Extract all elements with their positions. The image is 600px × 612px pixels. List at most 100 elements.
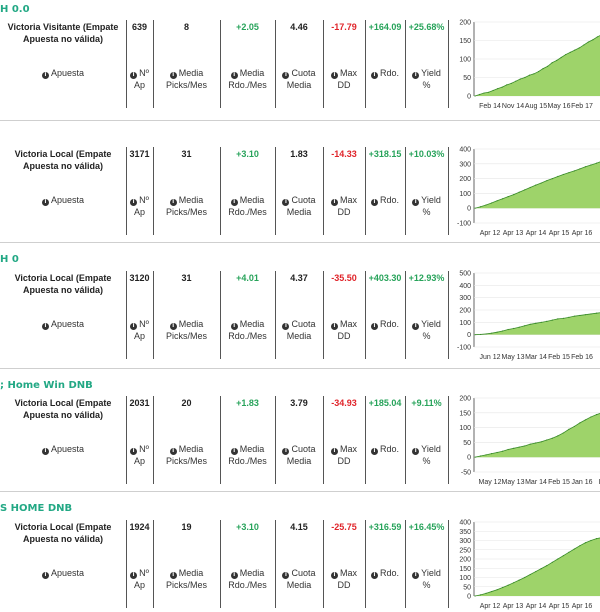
info-icon[interactable]: i (412, 323, 420, 330)
avg-result-label[interactable]: i Media Rdo./Mes (220, 444, 275, 467)
result-label[interactable]: i Rdo. (365, 195, 405, 207)
result-value: +316.59 (368, 522, 402, 532)
max-dd-label[interactable]: i Max DD (323, 319, 365, 342)
yield-label[interactable]: i Yield % (405, 68, 448, 91)
info-icon[interactable]: i (370, 572, 378, 579)
info-icon[interactable]: i (370, 323, 378, 330)
yield-label[interactable]: i Yield % (405, 568, 448, 591)
avg-odds-label[interactable]: i Cuota Media (275, 444, 323, 467)
info-icon[interactable]: i (41, 72, 49, 79)
info-icon[interactable]: i (282, 323, 290, 330)
divider (448, 396, 449, 484)
info-icon[interactable]: i (370, 199, 378, 206)
max-dd-label[interactable]: i Max DD (323, 568, 365, 591)
profit-chart[interactable]: 0 50 100 150 200 Feb 14 Nov 14 Aug 15 May 16 Feb … (452, 16, 600, 112)
section-title[interactable]: H 0.0 (0, 4, 30, 15)
info-icon[interactable]: i (412, 448, 420, 455)
result-label[interactable]: i Rdo. (365, 68, 405, 80)
avg-result-label[interactable]: i Media Rdo./Mes (220, 195, 275, 218)
chart-point (533, 73, 535, 75)
picks-month-label[interactable]: i Media Picks/Mes (153, 319, 220, 342)
info-icon[interactable]: i (41, 448, 49, 455)
num-bets-value: 639 (131, 22, 148, 32)
avg-odds-value: 4.46 (290, 22, 308, 32)
chart-point (579, 422, 581, 424)
info-icon[interactable]: i (370, 448, 378, 455)
info-icon[interactable]: i (169, 323, 177, 330)
y-tick-label: 100 (459, 191, 471, 198)
info-icon[interactable]: i (282, 448, 290, 455)
avg-result-label[interactable]: i Media Rdo./Mes (220, 319, 275, 342)
info-icon[interactable]: i (130, 448, 138, 455)
info-icon[interactable]: i (412, 199, 420, 206)
yield-label[interactable]: i Yield % (405, 195, 448, 218)
max-dd-label[interactable]: i Max DD (323, 68, 365, 91)
bet-label[interactable]: i Apuesta (4, 68, 122, 80)
info-icon[interactable]: i (230, 572, 238, 579)
max-dd-label[interactable]: i Max DD (323, 444, 365, 467)
section-title[interactable]: S HOME DNB (0, 503, 73, 514)
info-icon[interactable]: i (330, 448, 338, 455)
info-icon[interactable]: i (130, 323, 138, 330)
info-icon[interactable]: i (412, 572, 420, 579)
section-title[interactable]: H 0 (0, 254, 19, 265)
info-icon[interactable]: i (41, 572, 49, 579)
result-label[interactable]: i Rdo. (365, 319, 405, 331)
info-icon[interactable]: i (130, 72, 138, 79)
info-icon[interactable]: i (330, 199, 338, 206)
bet-type-line: Victoria Visitante (Empate (7, 22, 119, 32)
info-icon[interactable]: i (282, 72, 290, 79)
result-label[interactable]: i Rdo. (365, 568, 405, 580)
info-icon[interactable]: i (230, 72, 238, 79)
info-icon[interactable]: i (41, 199, 49, 206)
profit-chart[interactable]: -50 0 50 100 150 200 May 12 May 13 Mar 14 Feb 15 J… (452, 392, 600, 488)
bet-label[interactable]: i Apuesta (4, 568, 122, 580)
info-icon[interactable]: i (169, 199, 177, 206)
info-icon[interactable]: i (41, 323, 49, 330)
yield-label[interactable]: i Yield % (405, 319, 448, 342)
picks-month-label[interactable]: i Media Picks/Mes (153, 195, 220, 218)
info-icon[interactable]: i (169, 448, 177, 455)
avg-result-label[interactable]: i Media Rdo./Mes (220, 68, 275, 91)
result-label[interactable]: i Rdo. (365, 444, 405, 456)
info-icon[interactable]: i (412, 72, 420, 79)
num-bets-label[interactable]: i Nº Ap (126, 444, 153, 467)
info-icon[interactable]: i (230, 323, 238, 330)
label-line: DD (337, 206, 351, 217)
info-icon[interactable]: i (169, 572, 177, 579)
info-icon[interactable]: i (330, 323, 338, 330)
avg-odds-label[interactable]: i Cuota Media (275, 319, 323, 342)
info-icon[interactable]: i (230, 448, 238, 455)
picks-month-label[interactable]: i Media Picks/Mes (153, 568, 220, 591)
bet-label[interactable]: i Apuesta (4, 195, 122, 207)
info-icon[interactable]: i (130, 199, 138, 206)
info-icon[interactable]: i (330, 72, 338, 79)
bet-label[interactable]: i Apuesta (4, 319, 122, 331)
picks-month-label[interactable]: i Media Picks/Mes (153, 444, 220, 467)
max-dd-label[interactable]: i Max DD (323, 195, 365, 218)
avg-result-label[interactable]: i Media Rdo./Mes (220, 568, 275, 591)
num-bets-label[interactable]: i Nº Ap (126, 319, 153, 342)
yield-label[interactable]: i Yield % (405, 444, 448, 467)
avg-odds-label[interactable]: i Cuota Media (275, 568, 323, 591)
avg-odds-label[interactable]: i Cuota Media (275, 195, 323, 218)
num-bets-label[interactable]: i Nº Ap (126, 195, 153, 218)
num-bets-label[interactable]: i Nº Ap (126, 68, 153, 91)
info-icon[interactable]: i (330, 572, 338, 579)
info-icon[interactable]: i (370, 72, 378, 79)
info-icon[interactable]: i (282, 199, 290, 206)
info-icon[interactable]: i (169, 72, 177, 79)
info-icon[interactable]: i (282, 572, 290, 579)
picks-month-label[interactable]: i Media Picks/Mes (153, 68, 220, 91)
label-line: Media (286, 455, 312, 466)
info-icon[interactable]: i (130, 572, 138, 579)
avg-odds-label[interactable]: i Cuota Media (275, 68, 323, 91)
num-bets-label[interactable]: i Nº Ap (126, 568, 153, 591)
info-icon[interactable]: i (230, 199, 238, 206)
section-title[interactable]: ; Home Win DNB (0, 380, 93, 391)
bet-label[interactable]: i Apuesta (4, 444, 122, 456)
label-line: Media (286, 206, 312, 217)
